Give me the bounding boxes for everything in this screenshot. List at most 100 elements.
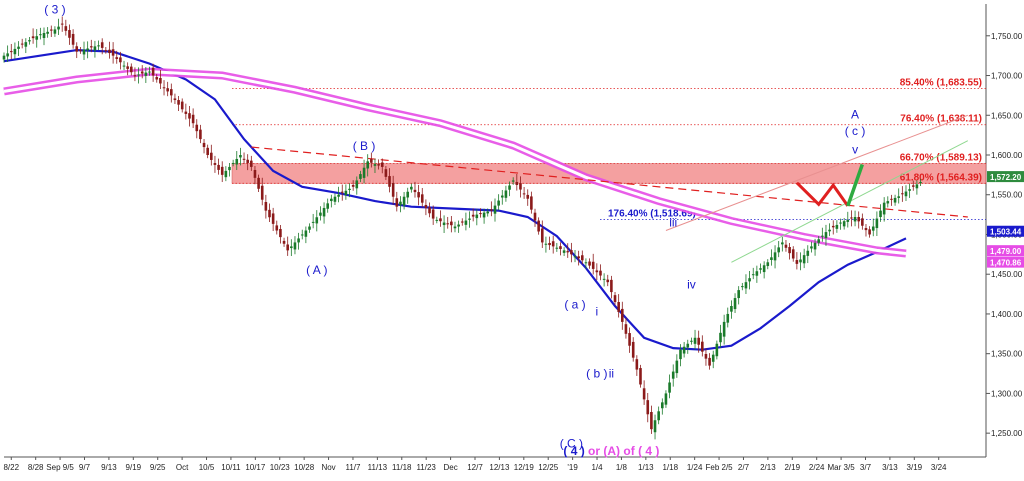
candle-body [591, 261, 595, 269]
x-tick-label: 9/25 [150, 463, 166, 472]
candle-body [610, 279, 613, 293]
candle-body [548, 242, 551, 246]
candle-body [631, 341, 635, 358]
candle-body [431, 209, 435, 219]
candle-body [155, 77, 159, 80]
candle-body [384, 169, 388, 177]
candle-body [751, 274, 755, 276]
candle-body [235, 158, 239, 165]
candle-body [551, 241, 555, 247]
candle-body [817, 239, 820, 243]
moving-average-line [3, 48, 907, 351]
price-badge [987, 171, 1024, 183]
wave-label: ( A ) [306, 263, 327, 277]
candle-body [810, 246, 813, 249]
candle-body [108, 49, 111, 54]
candle-body [704, 353, 708, 359]
price-badge-label: 1,470.86 [990, 259, 1022, 268]
y-tick-label: 1,600.00 [991, 151, 1023, 160]
candle-body [599, 270, 602, 276]
candle-body [355, 180, 359, 189]
x-tick-label: 3/24 [931, 463, 947, 472]
y-tick-label: 1,700.00 [991, 72, 1023, 81]
fib-level-label: 61.80% (1,564.39) [900, 172, 982, 183]
x-tick-label: Oct [176, 463, 189, 472]
candle-body [297, 238, 300, 243]
candle-body [428, 207, 431, 214]
candle-body [490, 209, 493, 211]
y-tick-label: 1,450.00 [991, 270, 1023, 279]
candle-body [562, 250, 566, 253]
candle-body [122, 65, 126, 67]
candle-body [79, 50, 82, 52]
candle-body [588, 261, 591, 266]
candle-body [864, 228, 868, 231]
x-tick-label: 10/17 [245, 463, 266, 472]
x-tick-label: 10/5 [199, 463, 215, 472]
candle-body [486, 211, 490, 214]
candle-body [46, 31, 49, 34]
wave-label: i [596, 305, 599, 319]
candle-body [333, 196, 337, 202]
fib-level-label: 176.40% (1,518.69) [608, 209, 696, 220]
candle-body [93, 46, 97, 51]
candle-body [399, 201, 402, 206]
price-badge [987, 245, 1024, 257]
candle-body [861, 218, 864, 226]
candle-body [119, 57, 122, 63]
candle-body [726, 313, 730, 323]
x-tick-label: 11/23 [416, 463, 436, 472]
candle-body [566, 251, 570, 253]
candle-body [806, 250, 810, 256]
candle-body [31, 36, 35, 39]
candle-body [737, 290, 740, 299]
candle-body [730, 306, 733, 312]
x-tick-label: 3/7 [860, 463, 872, 472]
candle-body [762, 265, 766, 273]
y-tick-label: 1,250.00 [991, 429, 1023, 438]
projection-red-path [795, 181, 850, 207]
candle-body [39, 34, 42, 36]
candle-body [126, 66, 129, 69]
candle-body [239, 155, 242, 158]
candle-body [540, 228, 544, 243]
wave-label: ( a ) [564, 297, 585, 311]
candle-body [722, 321, 726, 337]
x-tick-label: 1/8 [616, 463, 628, 472]
candle-body [515, 181, 519, 186]
channel-trendline [665, 114, 968, 231]
x-tick-label: 2/24 [809, 463, 825, 472]
candle-body [180, 101, 184, 110]
candle-body [675, 360, 679, 374]
candle-body [210, 152, 213, 160]
x-tick-label: Nov [321, 463, 335, 472]
candle-body [60, 23, 64, 25]
candle-body [410, 186, 413, 190]
candle-body [20, 43, 24, 45]
candle-body [64, 26, 68, 31]
x-tick-label: 10/23 [270, 463, 291, 472]
wave-label: ( C ) [560, 436, 583, 450]
candle-body [170, 89, 173, 96]
x-tick-label: '19 [567, 463, 578, 472]
candle-body [584, 262, 588, 264]
candle-body [351, 184, 355, 187]
candle-body [246, 159, 249, 163]
candle-body [919, 182, 922, 184]
candle-body [439, 218, 442, 222]
candle-body [446, 223, 450, 225]
candle-body [682, 346, 686, 354]
candle-body [701, 341, 704, 352]
candle-body [177, 100, 180, 105]
bottom-annotation-part: (A) [603, 444, 620, 458]
candle-body [831, 225, 835, 228]
candle-body [839, 222, 842, 224]
x-tick-label: 12/13 [489, 463, 510, 472]
candle-body [100, 42, 104, 48]
candle-body [755, 271, 759, 276]
candle-body [850, 217, 853, 219]
x-tick-label: 8/22 [3, 463, 19, 472]
candle-body [635, 359, 639, 370]
candle-body [511, 180, 515, 182]
